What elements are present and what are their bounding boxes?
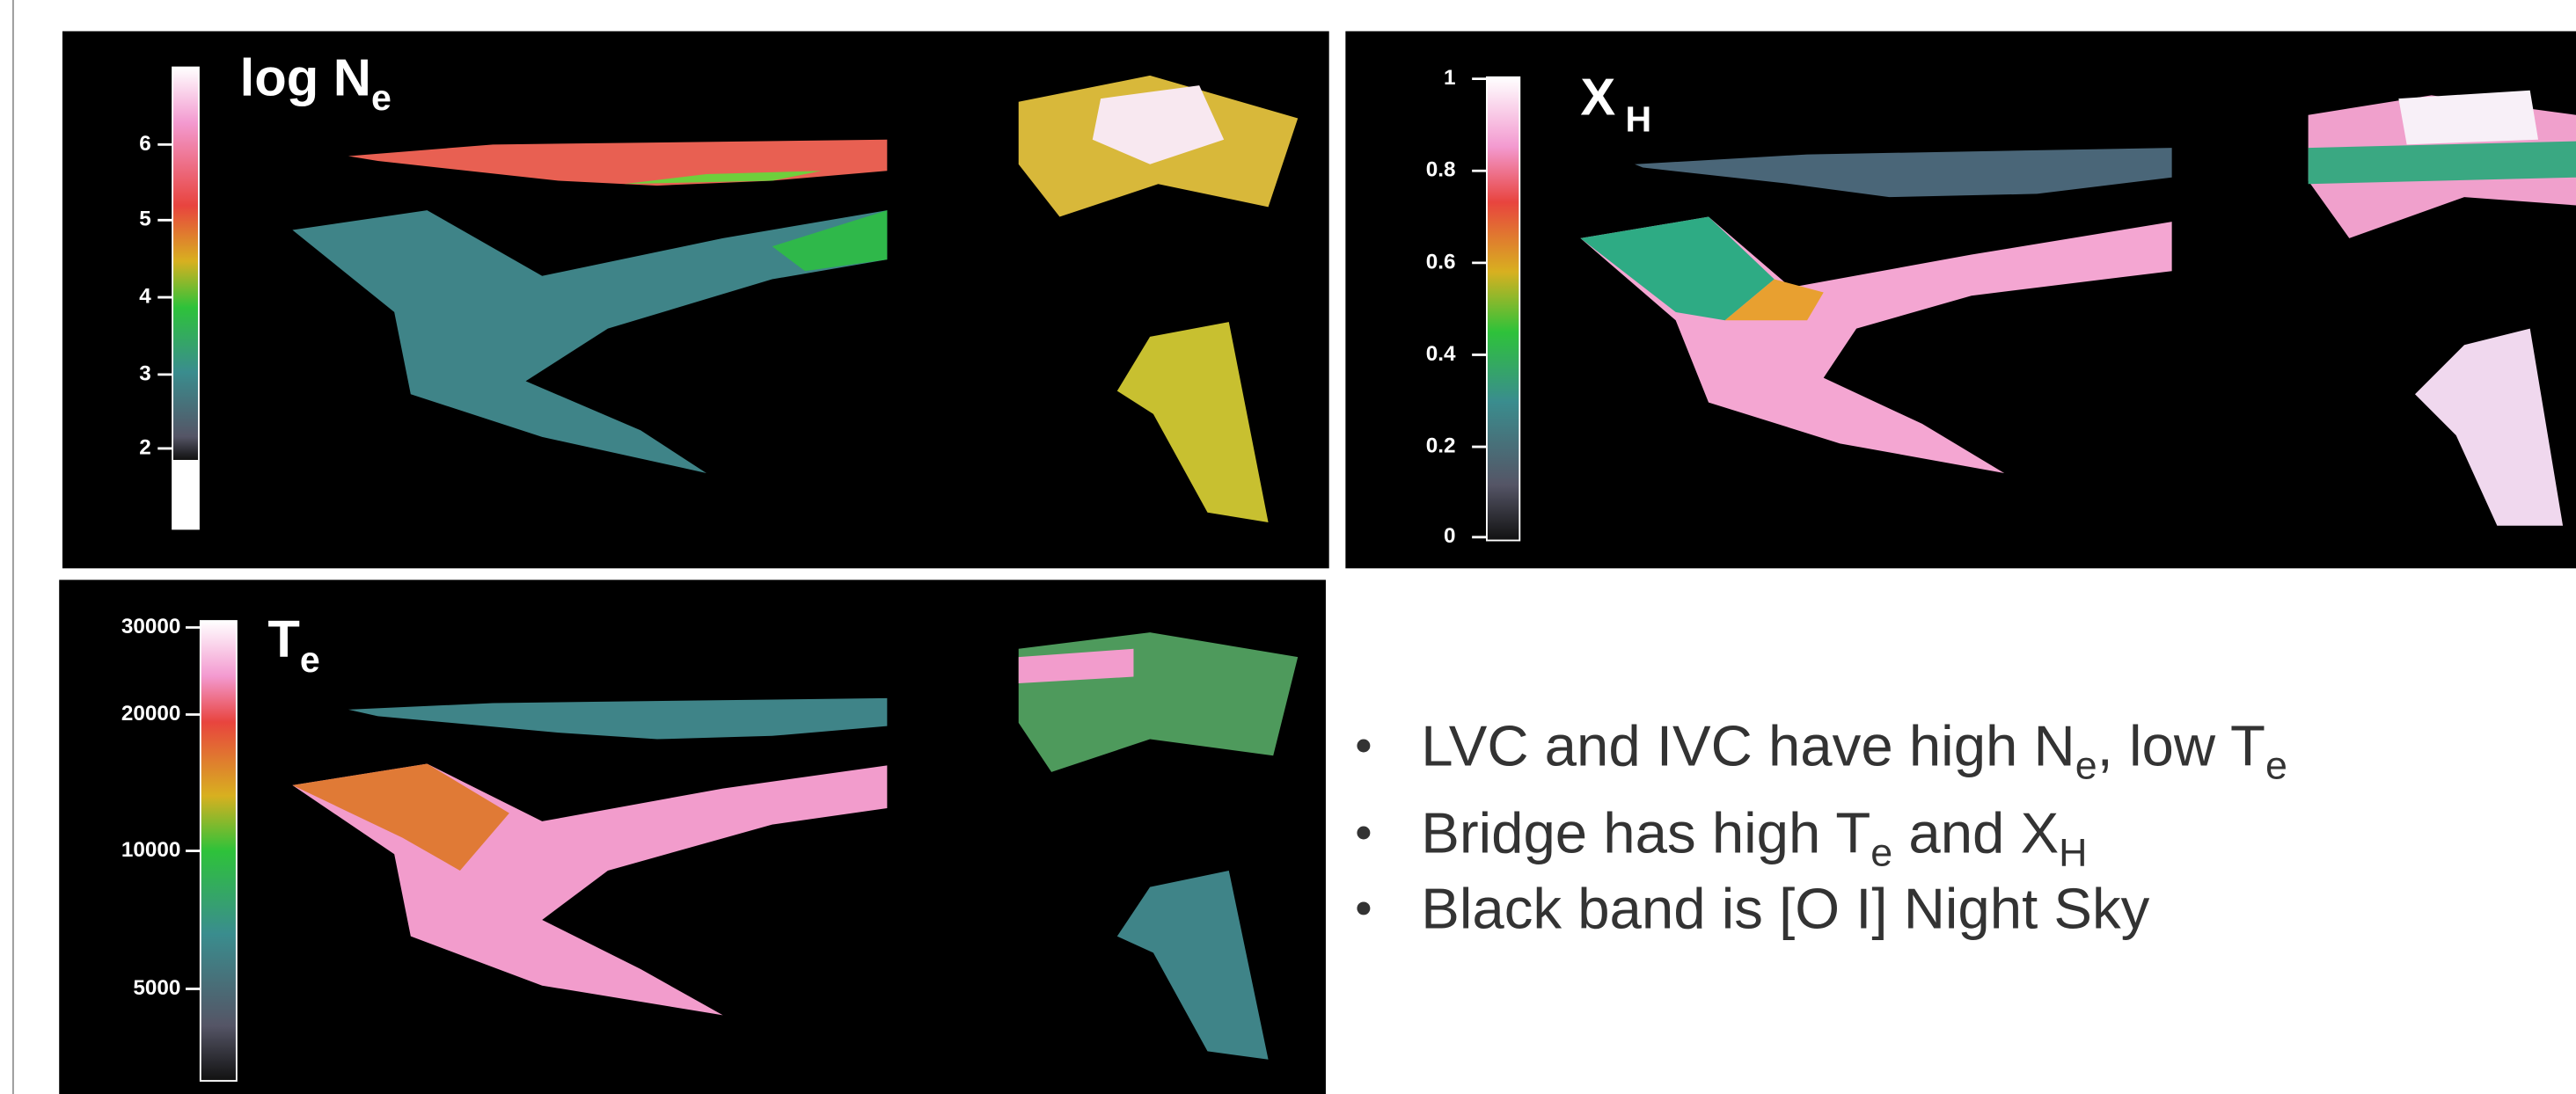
slide: 6 5 4 3 2 log Ne 1 0.8 0.6 0.4 0.2 0 XH: [0, 0, 2576, 1094]
colorbar: [201, 621, 237, 1081]
title-main: T: [267, 609, 299, 668]
title-main: log N: [240, 47, 371, 106]
bullet-text: Bridge has high Te and XH: [1421, 800, 2087, 874]
title-sub: H: [1625, 98, 1651, 139]
bullet-dot: [1357, 827, 1370, 840]
map-region: [2398, 91, 2538, 145]
title-main: X: [1580, 68, 1615, 127]
colorbar-label: 5000: [133, 976, 180, 1000]
bullet-text: LVC and IVC have high Ne, low Te: [1421, 713, 2287, 787]
text-sub: H: [2059, 830, 2087, 874]
colorbar-label: 0.8: [1426, 158, 1456, 182]
colorbar-label: 0.2: [1426, 434, 1456, 457]
text-part: LVC and IVC have high N: [1421, 713, 2075, 777]
panel-ne: 6 5 4 3 2 log Ne: [62, 31, 1329, 568]
bullet-dot: [1357, 740, 1370, 753]
colorbar-label: 2: [139, 435, 150, 459]
colorbar-label: 30000: [121, 615, 180, 638]
colorbar-label: 10000: [121, 838, 180, 862]
colorbar-label: 5: [139, 208, 150, 231]
bullet-text: Black band is [O I] Night Sky: [1421, 876, 2149, 940]
colorbar: [1487, 77, 1519, 541]
bullet-dot: [1357, 901, 1370, 915]
text-sub: e: [2075, 743, 2097, 787]
text-part: , low T: [2097, 713, 2265, 777]
text-part: Bridge has high T: [1421, 800, 1870, 864]
colorbar: [172, 68, 199, 529]
text-sub: e: [1870, 830, 1892, 874]
map-region: [2309, 142, 2576, 185]
panel-te: 30000 20000 10000 5000 Te: [59, 580, 1326, 1094]
colorbar-label: 0.6: [1426, 250, 1456, 274]
colorbar-label: 4: [139, 284, 151, 308]
colorbar-label: 6: [139, 132, 150, 156]
title-sub: e: [300, 639, 320, 680]
colorbar-label: 3: [139, 361, 150, 385]
colorbar-label: 1: [1444, 66, 1455, 90]
bullet-list: LVC and IVC have high Ne, low Te Bridge …: [1357, 713, 2287, 940]
colorbar-label: 0.4: [1426, 342, 1456, 366]
title-sub: e: [371, 77, 392, 118]
text-sub: e: [2265, 743, 2287, 787]
text-part: and X: [1892, 800, 2059, 864]
colorbar-label: 20000: [121, 702, 180, 726]
page: {"panels": [ {"title": {"main": "log N",…: [0, 0, 2576, 1094]
colorbar-label: 0: [1444, 524, 1455, 548]
